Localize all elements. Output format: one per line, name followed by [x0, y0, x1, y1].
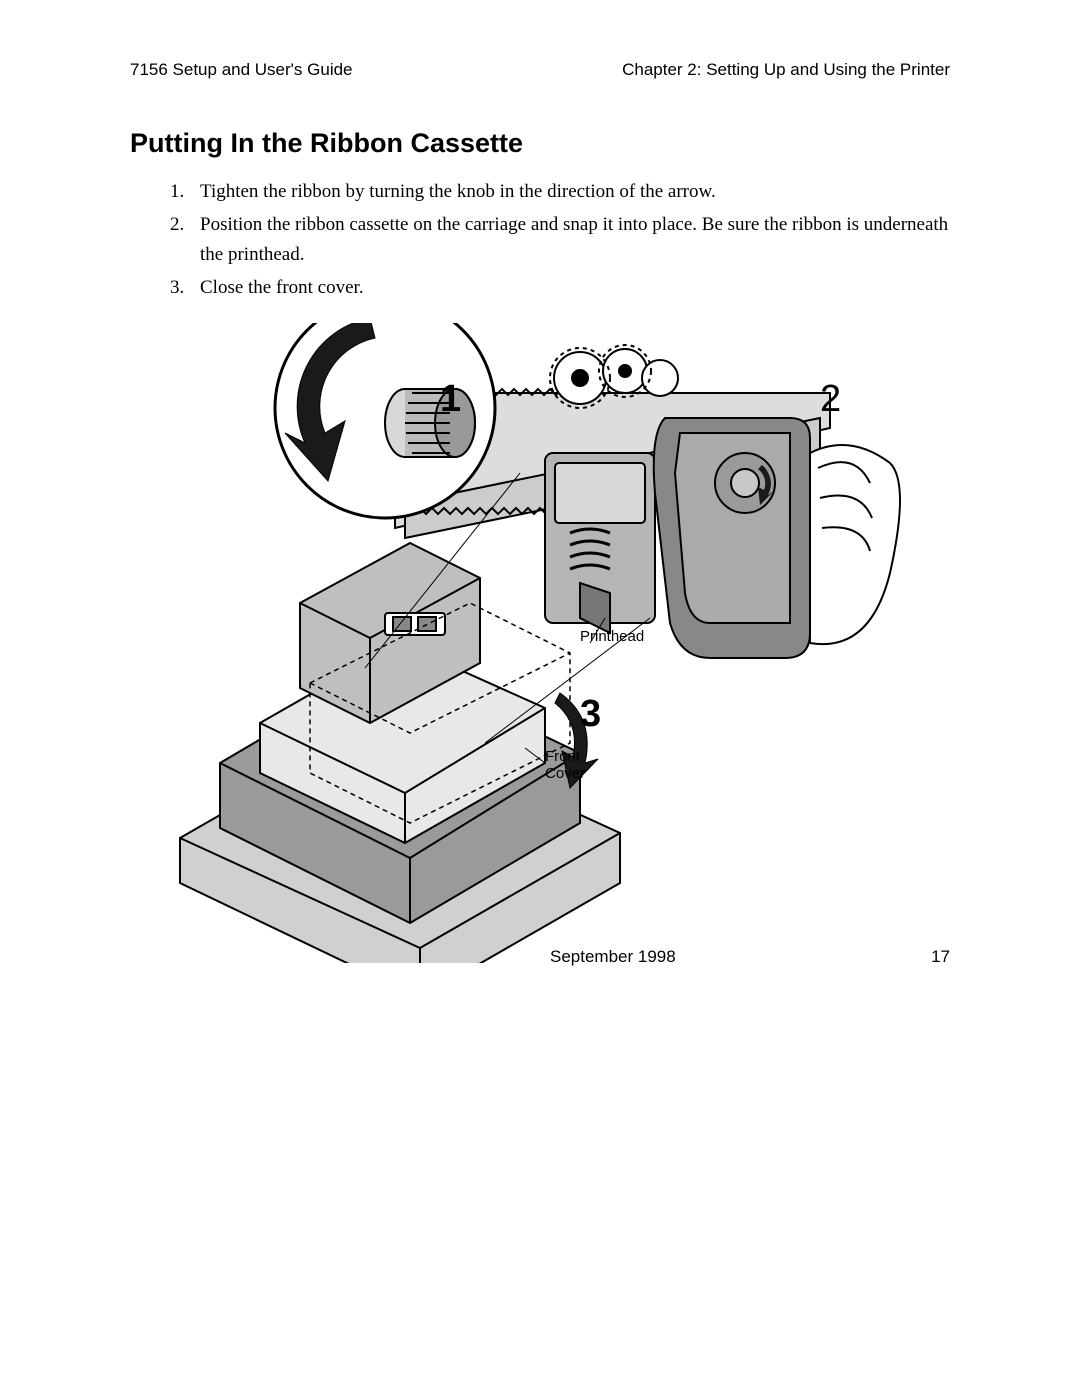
- step-text: Tighten the ribbon by turning the knob i…: [200, 177, 716, 206]
- page-header: 7156 Setup and User's Guide Chapter 2: S…: [130, 60, 950, 80]
- section-title: Putting In the Ribbon Cassette: [130, 128, 950, 159]
- header-right: Chapter 2: Setting Up and Using the Prin…: [622, 60, 950, 80]
- footer-page-number: 17: [931, 947, 950, 967]
- step-item: 1. Tighten the ribbon by turning the kno…: [170, 177, 950, 206]
- step-text: Close the front cover.: [200, 273, 364, 302]
- callout-1: 1: [440, 378, 461, 421]
- step-item: 2. Position the ribbon cassette on the c…: [170, 210, 950, 269]
- header-left: 7156 Setup and User's Guide: [130, 60, 353, 80]
- callout-2: 2: [820, 378, 841, 421]
- label-front-cover: Front Cover: [545, 748, 585, 783]
- footer-date: September 1998: [550, 947, 676, 967]
- label-front-cover-l2: Cover: [545, 765, 585, 782]
- step-number: 1.: [170, 177, 200, 206]
- step-number: 2.: [170, 210, 200, 269]
- step-item: 3. Close the front cover.: [170, 273, 950, 302]
- label-printhead: Printhead: [580, 628, 644, 645]
- printer-illustration: [150, 323, 970, 963]
- callout-3: 3: [580, 693, 601, 736]
- steps-list: 1. Tighten the ribbon by turning the kno…: [130, 177, 950, 303]
- label-front-cover-l1: Front: [545, 748, 580, 765]
- instruction-figure: 1 2 3 Printhead Front Cover: [150, 323, 970, 963]
- step-text: Position the ribbon cassette on the carr…: [200, 210, 950, 269]
- step-number: 3.: [170, 273, 200, 302]
- page-footer: September 1998 17: [130, 947, 950, 967]
